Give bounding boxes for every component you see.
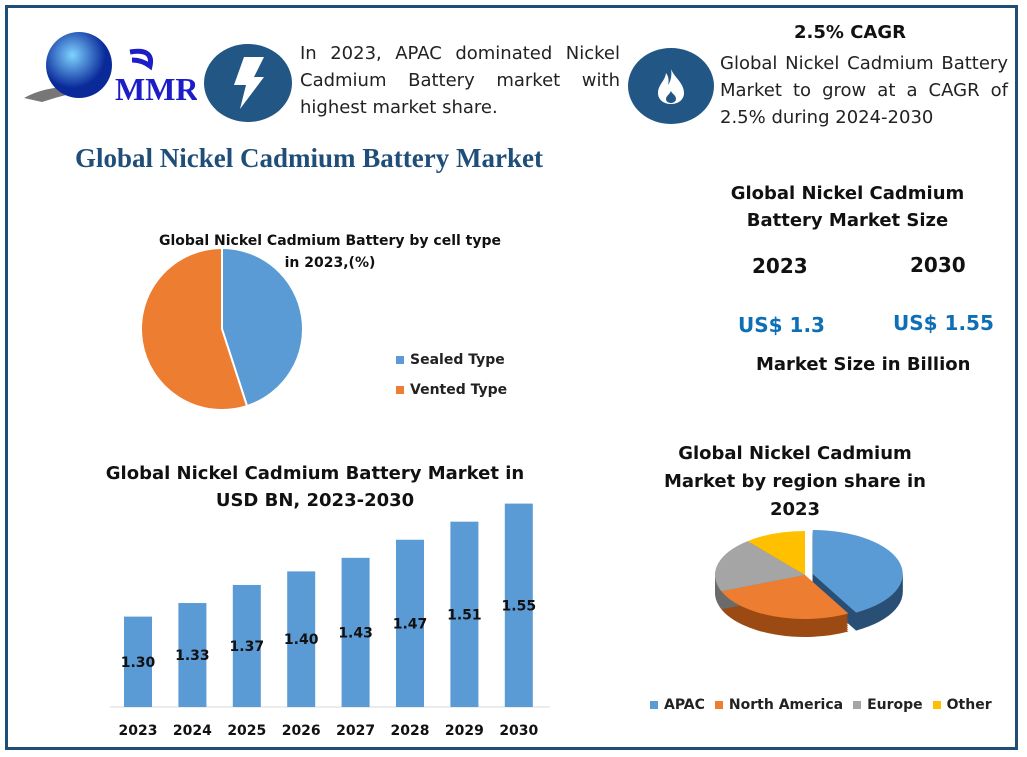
- region-3d-pie-chart: [715, 530, 903, 637]
- region-chart-title: Global Nickel Cadmium Market by region s…: [664, 443, 926, 520]
- legend-item-other: Other: [932, 697, 992, 713]
- bar-2028: [396, 539, 424, 707]
- x-tick-label: 2027: [336, 723, 375, 739]
- region-legend: APAC North America Europe Other: [650, 697, 1002, 713]
- x-tick-label: 2023: [119, 723, 158, 739]
- pie-slice-apac: [812, 530, 903, 613]
- globe-icon: MMR: [24, 32, 199, 107]
- legend-label: Europe: [867, 697, 923, 713]
- x-tick-label: 2024: [173, 723, 212, 739]
- cagr-text: Global Nickel Cadmium Battery Market to …: [720, 53, 1008, 128]
- pie-slice-north-america: [721, 575, 849, 619]
- legend-item-sealed: Sealed Type: [396, 345, 507, 375]
- bar-2024: [178, 603, 207, 707]
- market-size-title: Global Nickel Cadmium Battery Market Siz…: [730, 183, 965, 231]
- cell-type-pie-chart: [140, 246, 304, 411]
- legend-label: Other: [946, 697, 992, 713]
- pie-slice-europe: [715, 541, 805, 592]
- pie-slice-vented-type: [140, 246, 249, 411]
- bar-data-label: 1.43: [338, 625, 373, 641]
- legend-item-europe: Europe: [853, 697, 923, 713]
- bar-chart-title: Global Nickel Cadmium Battery Market in …: [105, 463, 525, 511]
- legend-item-apac: APAC: [650, 697, 705, 713]
- bar-2030: [504, 503, 533, 707]
- bar-2026: [287, 571, 316, 707]
- legend-item-vented: Vented Type: [396, 375, 507, 405]
- bar-data-label: 1.55: [502, 598, 537, 614]
- bar-2029: [450, 521, 479, 707]
- bar-2027: [341, 557, 370, 707]
- x-tick-label: 2026: [282, 723, 321, 739]
- x-tick-label: 2028: [391, 723, 430, 739]
- x-tick-label: 2030: [499, 723, 538, 739]
- cell-type-legend: Sealed Type Vented Type: [396, 345, 507, 405]
- bar-data-label: 1.47: [393, 616, 428, 632]
- apac-summary-text: In 2023, APAC dominated Nickel Cadmium B…: [300, 43, 620, 118]
- year-2030: 2030: [910, 253, 966, 277]
- cell-type-chart-title: Global Nickel Cadmium Battery by cell ty…: [158, 233, 502, 271]
- legend-item-north-america: North America: [714, 697, 844, 713]
- year-2023: 2023: [752, 254, 808, 278]
- page-border: [5, 5, 1018, 750]
- pie-slice-sealed-type: [221, 246, 304, 408]
- x-tick-label: 2025: [227, 723, 266, 739]
- value-2023: US$ 1.3: [738, 313, 825, 337]
- svg-text:MMR: MMR: [115, 71, 197, 105]
- page-title: Global Nickel Cadmium Battery Market: [75, 143, 543, 173]
- bar-data-label: 1.37: [230, 639, 265, 655]
- market-size-unit: Market Size in Billion: [756, 354, 971, 375]
- flame-icon: [628, 48, 714, 124]
- legend-label: APAC: [664, 697, 705, 713]
- legend-label: North America: [728, 697, 844, 713]
- cagr-title: 2.5% CAGR: [794, 22, 906, 43]
- bar-data-label: 1.30: [121, 655, 156, 671]
- bar-2025: [232, 584, 261, 707]
- bar-data-label: 1.40: [284, 632, 319, 648]
- lightning-icon: [204, 44, 292, 122]
- mmr-logo: MMR: [22, 30, 199, 107]
- x-tick-label: 2029: [445, 723, 484, 739]
- market-bar-chart: 1.30 2023 1.33 2024 1.37 2025 1.40 2026 1.43 2027…: [110, 503, 550, 739]
- bar-data-label: 1.51: [447, 607, 482, 623]
- bar-2023: [124, 616, 152, 707]
- value-2030: US$ 1.55: [893, 311, 994, 335]
- bar-data-label: 1.33: [175, 648, 210, 664]
- pie-slice-other: [747, 531, 805, 575]
